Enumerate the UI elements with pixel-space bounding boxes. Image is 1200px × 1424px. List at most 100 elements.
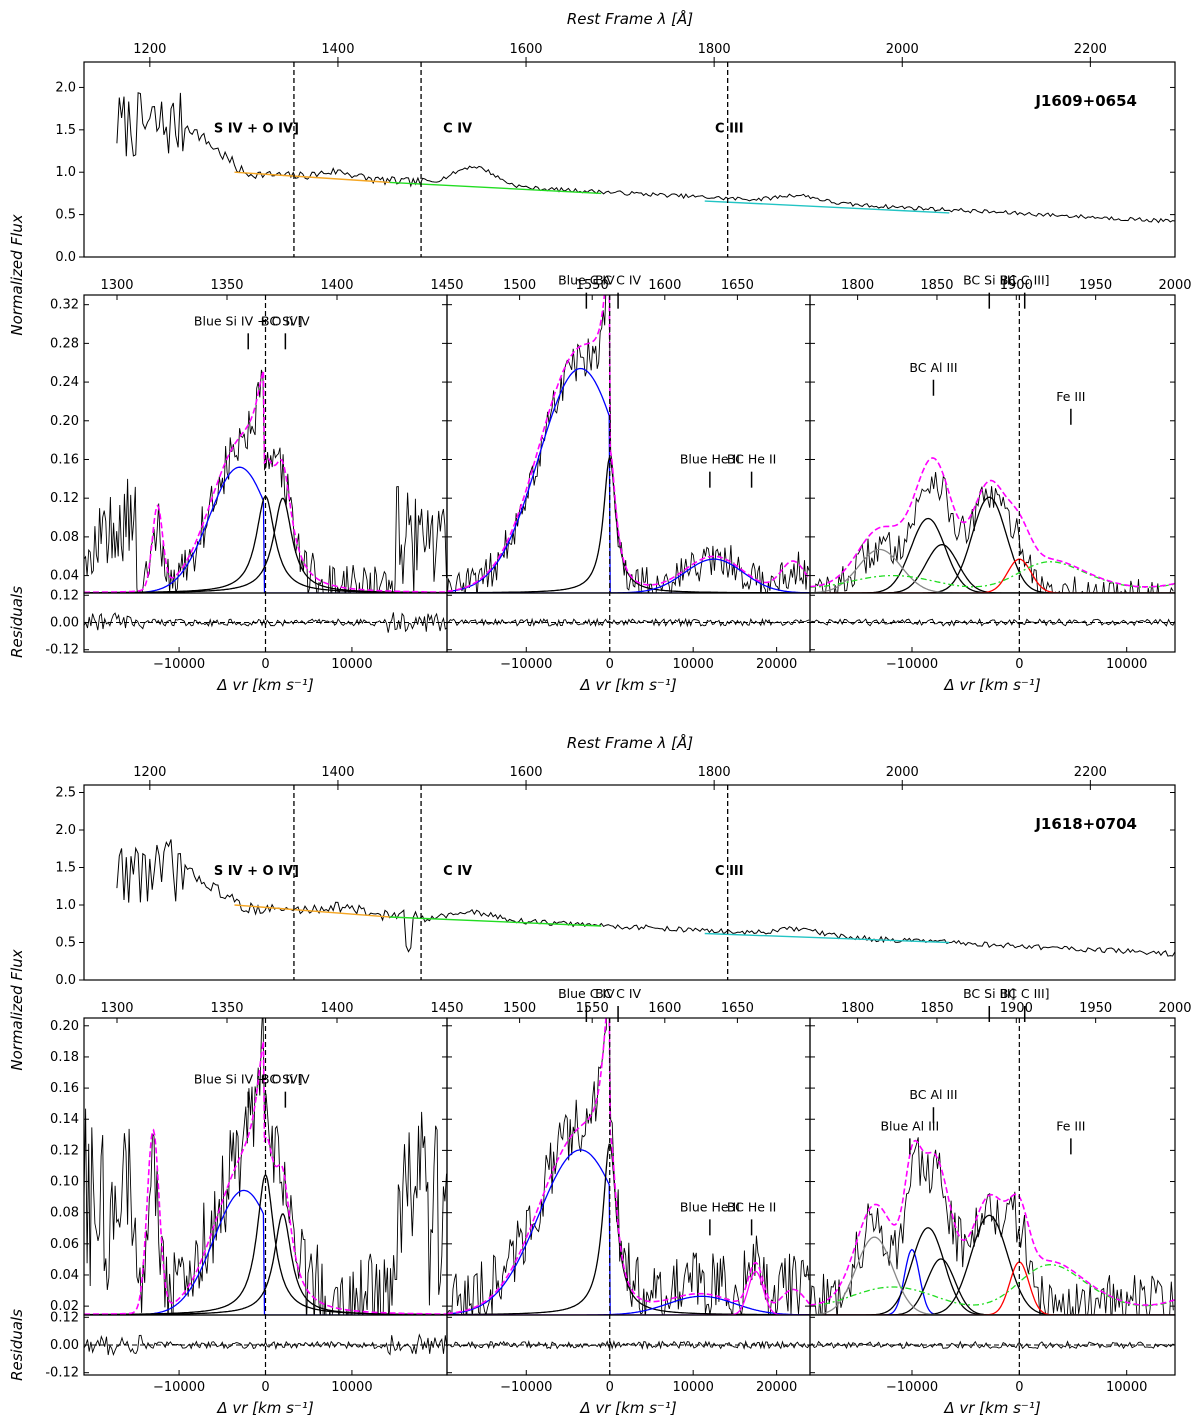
wl-tick-label-1: 1850 [920,278,953,293]
resid-ytick-label-2: 0.12 [50,588,79,603]
line-label-3: Fe III [1056,389,1085,404]
overview-xtick-label-2: 1600 [509,765,542,780]
component-4 [810,1261,1175,1315]
line-label-1: BC Si IV [261,1072,310,1087]
line-label-3: Blue Al III [880,1118,939,1133]
component-2 [447,1295,810,1315]
vel-tick-label-2: 10000 [672,657,713,672]
panel-frame [809,294,1176,594]
vel-tick-label-0: −10000 [886,657,938,672]
overview-ytick-label-3: 1.5 [55,123,76,138]
fe-template [810,1264,1175,1307]
vel-tick-label-1: 0 [261,657,269,672]
overview-frame [83,61,1176,258]
vel-xlabel: Δ vr [km s⁻¹] [579,1399,677,1417]
wl-tick-label-0: 1800 [841,1001,874,1016]
line-label-0: BC Si III] [963,273,1015,288]
wl-tick-label-3: 1600 [648,278,681,293]
continuum-fit-1 [389,916,602,927]
vel-tick-label-0: −10000 [153,1380,205,1395]
ytick-label-8: 0.18 [50,1050,79,1065]
component-3 [447,1270,810,1315]
continuum-fit-2 [704,932,950,944]
vel-tick-label-1: 0 [261,1380,269,1395]
continuum-fit-2 [704,200,950,214]
overview-ytick-label-4: 2.0 [55,823,76,838]
wl-tick-label-2: 1900 [1000,278,1033,293]
object-name: J1618+0704 [1034,815,1137,833]
wl-tick-label-2: 1400 [320,278,353,293]
vel-xlabel: Δ vr [km s⁻¹] [943,1399,1041,1417]
line-label-4: Fe III [1056,1118,1085,1133]
vel-xlabel: Δ vr [km s⁻¹] [216,676,314,694]
overview-ytick-label-1: 0.5 [55,936,76,951]
wl-tick-label-3: 1950 [1079,1001,1112,1016]
panel-content [810,1137,1175,1315]
continuum-fit-1 [389,181,602,195]
vel-tick-label-2: 10000 [331,657,372,672]
wl-tick-label-4: 1650 [721,1001,754,1016]
model-fit [810,457,1175,588]
ytick-label-1: 0.04 [50,1268,79,1283]
wl-tick-label-4: 2000 [1158,278,1191,293]
ytick-label-0: 0.04 [50,569,79,584]
resid-ytick-label-0: -0.12 [45,643,79,658]
ion-label-0: S IV + O IV] [214,864,299,879]
vel-tick-label-0: −10000 [886,1380,938,1395]
wl-tick-label-3: 1950 [1079,278,1112,293]
panel-spectrum [810,1137,1174,1315]
wl-tick-label-1: 1500 [503,278,536,293]
ytick-label-4: 0.20 [50,414,79,429]
panel-frame [809,1017,1176,1316]
panel-content [447,295,810,593]
residual-line [83,1333,448,1357]
vel-tick-label-0: −10000 [500,657,552,672]
ion-label-2: C III [715,864,744,879]
line-label-3: BC He II [727,452,777,467]
fe-template [810,561,1175,588]
vel-tick-label-0: −10000 [153,657,205,672]
line-label-1: BC C IV [595,273,641,288]
overview-xtick-label-5: 2200 [1074,765,1107,780]
overview-xtick-label-3: 1800 [698,42,731,57]
line-label-3: BC He II [727,1199,777,1214]
line-label-1: BC C III] [1000,986,1050,1001]
model-fit [447,1018,810,1315]
overview-xtick-label-1: 1400 [321,42,354,57]
model-fit [84,370,447,593]
ytick-label-6: 0.28 [50,336,79,351]
overview-ytick-label-0: 0.0 [55,973,76,988]
residual-panel: −10000 0 10000 20000 Δ vr [km s⁻¹] [446,1314,811,1417]
line-label-0: Blue C IV [558,273,615,288]
line-label-1: BC C III] [1000,273,1050,288]
component-2 [810,496,1175,593]
top-xlabel-2: Rest Frame λ [Å] [567,733,693,752]
residual-panel: -0.12 0.00 0.12 −10000 0 10000 Δ vr [km s⁻¹] [45,1310,448,1417]
ion-label-1: C IV [443,121,472,136]
panel-content [447,1018,810,1315]
residual-line [446,1339,810,1351]
ytick-label-3: 0.08 [50,1206,79,1221]
wl-tick-label-2: 1900 [1000,1001,1033,1016]
vel-tick-label-1: 0 [1015,657,1023,672]
overview-xtick-label-5: 2200 [1074,42,1107,57]
overview-xtick-label-2: 1600 [509,42,542,57]
wl-tick-label-3: 1450 [430,278,463,293]
panel-content [810,457,1175,593]
residual-panel: -0.12 0.00 0.12 −10000 0 10000 Δ vr [km s⁻¹] [45,588,448,694]
ion-label-0: S IV + O IV] [214,121,299,136]
line-label-2: Blue He II [680,1199,740,1214]
line-label-2: BC Al III [909,1087,957,1102]
component-0 [447,1149,810,1315]
residual-panel: −10000 0 10000 20000 Δ vr [km s⁻¹] [446,592,811,694]
plots-layer: S IV + O IV] C IV C III J1609+0654 1200 1400 1… [45,42,1191,1417]
model-fit [447,295,810,593]
overview-frame [83,784,1176,981]
top-xlabel-1: Rest Frame λ [Å] [567,9,693,28]
resid-ytick-label-1: 0.00 [50,1338,79,1353]
ytick-label-7: 0.16 [50,1081,79,1096]
ytick-label-5: 0.12 [50,1143,79,1158]
wl-tick-label-2: 1550 [576,278,609,293]
